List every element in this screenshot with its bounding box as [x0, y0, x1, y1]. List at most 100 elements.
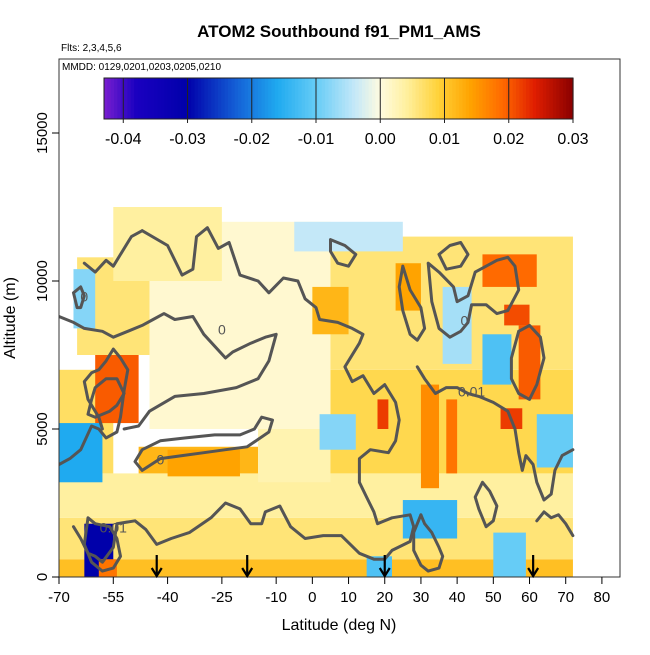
colorbar-swatch — [301, 78, 306, 119]
colorbar-swatch — [204, 78, 209, 119]
arrow-head-icon — [378, 567, 391, 579]
contour-line — [329, 238, 358, 268]
colorbar-swatch — [251, 78, 256, 119]
colorbar-swatch — [274, 78, 279, 119]
colorbar-swatch — [522, 78, 527, 119]
colorbar-swatch — [549, 78, 554, 119]
colorbar-swatch — [428, 78, 433, 119]
x-tick-label: -25 — [211, 589, 233, 606]
colorbar-swatch — [124, 78, 129, 119]
y-tick-label: 15000 — [34, 112, 51, 154]
contour-line — [535, 510, 575, 538]
colorbar-swatch — [321, 78, 326, 119]
colorbar-swatch — [368, 78, 373, 119]
colorbar-swatch — [177, 78, 182, 119]
colorbar-swatch — [395, 78, 400, 119]
colorbar-swatch — [539, 78, 544, 119]
colorbar-tick-label: 0.02 — [493, 131, 524, 148]
colorbar-swatch — [261, 78, 266, 119]
colorbar-swatch — [110, 78, 115, 119]
colorbar-swatch — [552, 78, 557, 119]
contour-label: 0 — [218, 321, 226, 337]
flights-note: Flts: 2,3,4,5,6 — [61, 43, 122, 54]
colorbar-tick-label: -0.02 — [234, 131, 271, 148]
chart-title: ATOM2 Southbound f91_PM1_AMS — [197, 22, 481, 41]
heatmap-cell — [536, 414, 573, 468]
colorbar-swatch — [117, 78, 122, 119]
colorbar-swatch — [150, 78, 155, 119]
colorbar-swatch — [388, 78, 393, 119]
heatmap-cell — [482, 334, 512, 385]
colorbar-swatch — [154, 78, 159, 119]
colorbar-swatch — [355, 78, 360, 119]
colorbar-swatch — [227, 78, 232, 119]
colorbar-swatch — [526, 78, 531, 119]
colorbar-swatch — [305, 78, 309, 119]
x-tick-label: 20 — [376, 589, 393, 606]
colorbar-swatch — [288, 78, 293, 119]
contour-line — [412, 513, 445, 573]
colorbar-swatch — [244, 78, 249, 119]
colorbar-tick-label: 0.03 — [557, 131, 588, 148]
colorbar-swatch — [546, 78, 551, 119]
colorbar-swatch — [495, 78, 500, 119]
y-tick-label: 0 — [34, 573, 51, 581]
x-tick-label: -10 — [265, 589, 287, 606]
colorbar-tick-label: -0.04 — [105, 131, 142, 148]
contour-label: 0 — [156, 452, 164, 468]
colorbar-swatch — [264, 78, 269, 119]
x-tick-label: 50 — [485, 589, 502, 606]
colorbar-swatch — [415, 78, 420, 119]
contour-line — [59, 347, 130, 466]
colorbar: -0.04 -0.03 -0.02 -0.01 0.00 0.01 0.02 0.03 — [103, 77, 589, 148]
x-tick-label: -70 — [48, 589, 70, 606]
contour-line — [133, 415, 274, 472]
colorbar-swatch — [157, 78, 162, 119]
colorbar-swatch — [167, 78, 172, 119]
colorbar-swatch — [455, 78, 460, 119]
x-tick-label: -40 — [157, 589, 179, 606]
colorbar-swatch — [291, 78, 296, 119]
colorbar-swatch — [556, 78, 561, 119]
x-tick-label: 40 — [449, 589, 466, 606]
colorbar-swatch — [449, 78, 453, 119]
colorbar-swatch — [328, 78, 333, 119]
arrow-head-icon — [150, 567, 163, 579]
colorbar-swatch — [127, 78, 132, 119]
colorbar-swatch — [325, 78, 330, 119]
colorbar-swatch — [462, 78, 467, 119]
colorbar-swatch — [258, 78, 263, 119]
colorbar-swatch — [348, 78, 353, 119]
colorbar-swatch — [445, 78, 450, 119]
colorbar-swatch — [164, 78, 169, 119]
colorbar-swatch — [459, 78, 464, 119]
colorbar-swatch — [412, 78, 417, 119]
colorbar-swatch — [187, 78, 192, 119]
colorbar-swatch — [234, 78, 239, 119]
colorbar-swatch — [308, 78, 313, 119]
colorbar-swatch — [171, 78, 175, 119]
contour-line — [437, 241, 470, 271]
colorbar-swatch — [472, 78, 477, 119]
colorbar-swatch — [254, 78, 259, 119]
contour-line — [72, 226, 416, 564]
contour-line — [82, 229, 144, 274]
colorbar-swatch — [281, 78, 286, 119]
colorbar-swatch — [144, 78, 149, 119]
heatmap-cell — [518, 325, 541, 400]
x-tick-label: 30 — [413, 589, 430, 606]
colorbar-swatch — [221, 78, 226, 119]
colorbar-swatch — [268, 78, 273, 119]
colorbar-swatch — [499, 78, 504, 119]
contour-label: 0 — [460, 312, 468, 328]
colorbar-swatch — [197, 78, 202, 119]
colorbar-swatch — [432, 78, 437, 119]
colorbar-swatch — [184, 78, 189, 119]
colorbar-swatch — [130, 78, 135, 119]
colorbar-swatch — [315, 78, 319, 119]
colorbar-swatch — [214, 78, 219, 119]
colorbar-swatch — [559, 78, 564, 119]
dates-note: MMDD: 0129,0201,0203,0205,0210 — [62, 62, 221, 73]
colorbar-swatch — [465, 78, 470, 119]
